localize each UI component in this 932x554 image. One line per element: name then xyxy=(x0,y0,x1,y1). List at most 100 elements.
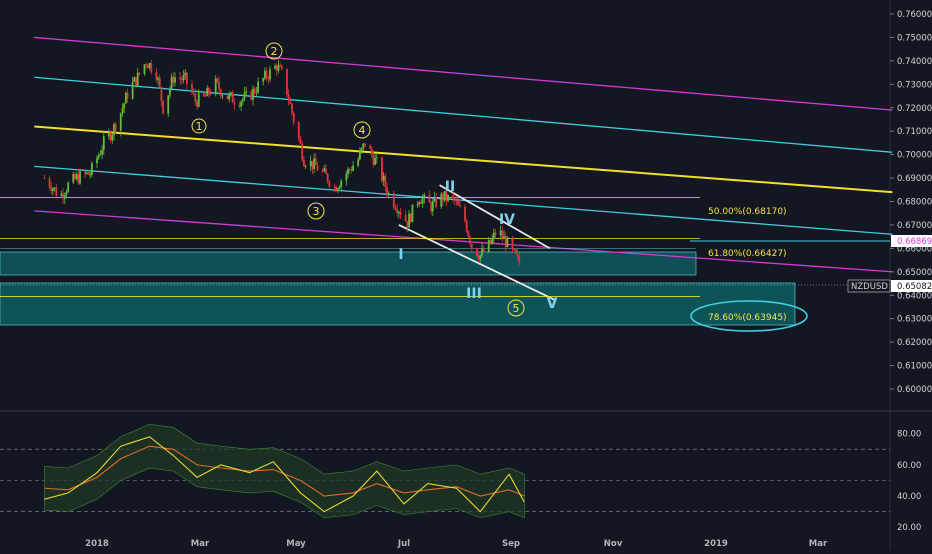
candle-body xyxy=(459,205,461,207)
time-tick-label: Mar xyxy=(191,539,210,549)
candle-body xyxy=(503,236,505,239)
candle-body xyxy=(372,155,375,165)
candle-body xyxy=(387,193,390,195)
candle-body xyxy=(255,92,258,94)
candle-body xyxy=(257,81,260,93)
candle-body xyxy=(55,187,58,196)
candle-body xyxy=(77,174,80,184)
fib-label-618: 61.80%(0.66427) xyxy=(708,249,787,259)
price-tick-label: 0.74000 xyxy=(897,57,932,67)
candle-body xyxy=(162,100,165,114)
candle-body xyxy=(394,207,397,210)
candle-body xyxy=(514,249,517,254)
candle-body xyxy=(491,238,494,244)
candle-body xyxy=(279,64,282,67)
wave-label-4-text: 4 xyxy=(359,124,366,137)
candle-body xyxy=(145,64,148,66)
candle-body xyxy=(386,186,388,195)
time-tick-label: 2019 xyxy=(704,539,728,549)
candle-body xyxy=(489,239,492,244)
trendline-cyan-lower xyxy=(34,165,893,235)
wave-label-1: 1 xyxy=(191,118,207,134)
candle-body xyxy=(241,98,244,102)
candle-body xyxy=(124,92,127,104)
price-tick-label: 0.63000 xyxy=(897,315,932,325)
candle-body xyxy=(477,256,480,260)
candle-body xyxy=(85,172,88,174)
candle-body xyxy=(202,92,205,96)
candle-body xyxy=(79,171,81,184)
wave-label-4: 4 xyxy=(353,121,371,139)
candle-body xyxy=(336,188,339,192)
candle-body xyxy=(53,187,56,189)
candle-body xyxy=(457,201,460,206)
candle-body xyxy=(301,143,304,160)
candle-body xyxy=(352,165,354,171)
candle-body xyxy=(348,168,351,170)
candle-body xyxy=(238,104,241,107)
candle-body xyxy=(445,191,448,201)
candle-body xyxy=(382,175,385,181)
wave-label-1-text: 1 xyxy=(196,120,203,133)
candle-body xyxy=(216,78,219,82)
marker-price-tag-text: 0.66869 xyxy=(897,237,932,247)
candle-body xyxy=(481,248,483,256)
candle-body xyxy=(475,248,478,257)
candle-body xyxy=(328,181,331,187)
symbol-label: NZDUSD xyxy=(851,282,888,292)
price-tick-label: 0.64000 xyxy=(897,291,932,301)
candle-body xyxy=(431,201,434,212)
candle-body xyxy=(275,65,278,71)
candle-body xyxy=(364,143,366,146)
candle-body xyxy=(408,213,410,228)
candle-body xyxy=(74,174,76,179)
candle-body xyxy=(292,112,295,123)
trendlines xyxy=(34,36,893,301)
price-tick-label: 0.69000 xyxy=(897,174,932,184)
candle-body xyxy=(464,206,466,221)
trendline-white-channel-top xyxy=(439,184,551,250)
candle-body xyxy=(240,101,243,107)
time-tick-label: Mar xyxy=(809,539,828,549)
candle-body xyxy=(126,92,129,99)
candle-body xyxy=(396,209,399,214)
fib-zone-upper xyxy=(0,251,697,276)
candle-body xyxy=(433,196,436,202)
candle-body xyxy=(143,64,146,75)
fib-zone-lower xyxy=(0,282,796,326)
candle-body xyxy=(245,91,248,93)
oscillator-tick-label: 60.00 xyxy=(897,461,921,471)
target-highlight-ellipse xyxy=(690,300,808,332)
price-tick-label: 0.68000 xyxy=(897,198,932,208)
candle-body xyxy=(174,77,176,83)
candle-body xyxy=(309,160,312,167)
price-tick-label: 0.67000 xyxy=(897,221,932,231)
candle-body xyxy=(136,72,139,86)
candle-body xyxy=(253,88,256,93)
candle-body xyxy=(369,145,371,149)
candle-body xyxy=(243,92,246,99)
candle-body xyxy=(321,170,324,172)
candle-body xyxy=(447,195,449,201)
candles xyxy=(43,59,521,266)
price-tick-label: 0.76000 xyxy=(897,10,932,20)
time-tick-label: Nov xyxy=(604,539,623,549)
candle-body xyxy=(196,101,198,107)
time-axis: 2018 Mar May Jul Sep Nov 2019 Mar xyxy=(85,539,828,549)
candle-body xyxy=(314,158,317,166)
candle-body xyxy=(406,221,409,228)
candle-body xyxy=(374,158,377,165)
trendline-magenta-upper xyxy=(34,36,893,111)
candle-body xyxy=(392,193,395,208)
candle-body xyxy=(170,76,173,89)
fib-label-50: 50.00%(0.68170) xyxy=(708,207,787,217)
candle-body xyxy=(280,66,283,69)
candle-body xyxy=(501,230,504,239)
candle-body xyxy=(428,194,431,203)
candle-body xyxy=(358,151,361,160)
candle-body xyxy=(221,95,224,97)
candle-body xyxy=(250,91,253,100)
candle-body xyxy=(67,182,70,192)
